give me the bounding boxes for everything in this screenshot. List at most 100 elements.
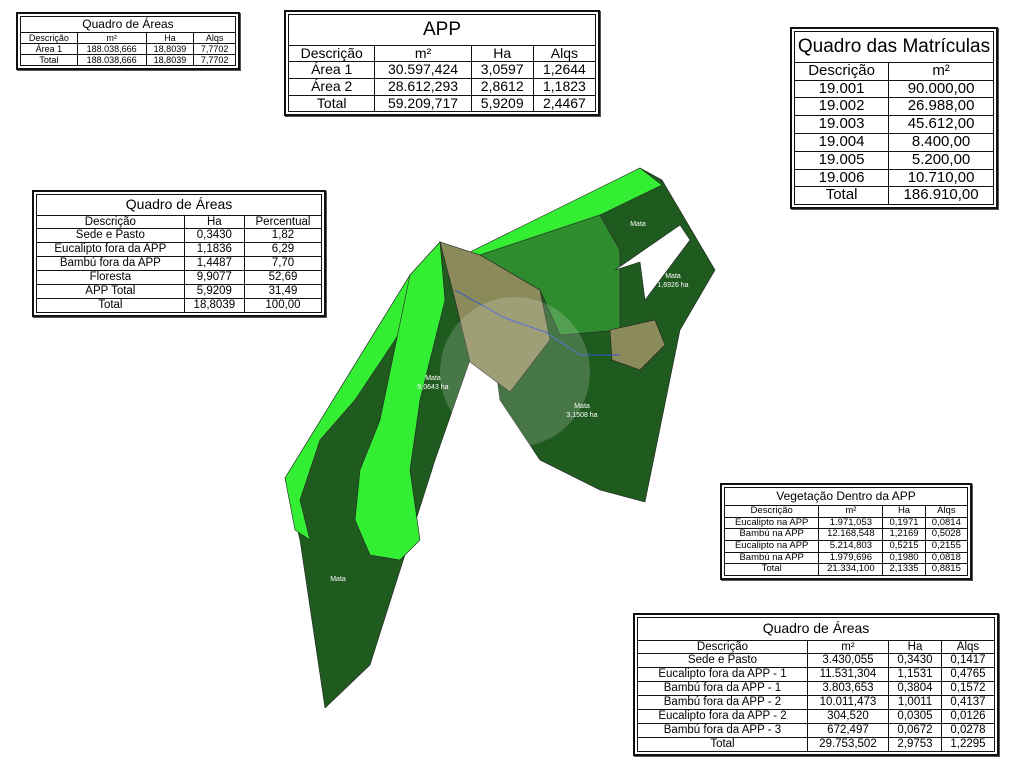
header-cell: Ha <box>882 505 926 518</box>
table-row: Total 29.753,502 2,9753 1,2295 <box>637 736 996 752</box>
header-cell: Alqs <box>924 505 969 518</box>
table-cell: 2,4467 <box>532 94 597 113</box>
map-label: Mata <box>574 403 590 410</box>
table-row: 19.006 10.710,00 <box>793 168 994 188</box>
header-cell: Ha <box>470 44 534 63</box>
table-cell: APP Total <box>36 283 185 299</box>
map-area: 5,0643 ha <box>417 384 448 391</box>
map-area: 3,1508 ha <box>566 412 597 419</box>
table-cell: 0,0126 <box>940 708 996 724</box>
table-cell: 12.168,548 <box>818 528 884 541</box>
table-row: Área 2 28.612,293 2,8612 1,1823 <box>287 78 597 96</box>
table-cell: Bambú fora da APP - 2 <box>637 695 808 710</box>
header-row: Descrição m² <box>793 61 994 81</box>
table-row: Bambú na APP 12.168,548 1,2169 0,5028 <box>723 528 969 541</box>
table-cell: 0,1572 <box>940 681 996 696</box>
header-row: Descrição m² Ha Alqs <box>723 505 969 518</box>
table-cell: 1.979,696 <box>818 551 884 565</box>
table-row: Bambú fora da APP 1,4487 7,70 <box>36 256 322 271</box>
table-cell: 188.038,666 <box>76 54 147 67</box>
table-box: APP Descrição m² Ha Alqs Área 1 30.597,424 3,05… <box>284 10 600 117</box>
table-cell: 7,7702 <box>193 54 236 67</box>
table-cell: 28.612,293 <box>374 78 472 96</box>
table-cell: 0,5028 <box>924 528 969 541</box>
table-cell: 188.038,666 <box>76 43 147 56</box>
table-cell: 0,1417 <box>940 653 996 669</box>
table-cell: Total <box>793 186 890 206</box>
table-row: 19.001 90.000,00 <box>793 79 994 99</box>
header-cell: m² <box>818 505 884 518</box>
header-cell: m² <box>374 44 472 63</box>
table-row: Área 1 30.597,424 3,0597 1,2644 <box>287 61 597 80</box>
table-cell: 18,8039 <box>183 297 246 313</box>
table-row: Bambú fora da APP - 3 672,497 0,0672 0,0278 <box>637 722 996 738</box>
table-row: Sede e Pasto 0,3430 1,82 <box>36 228 322 244</box>
table-title: Quadro de Áreas <box>36 194 322 215</box>
table-cell: Bambú fora da APP - 3 <box>637 722 808 738</box>
table-row: Bambú fora da APP - 2 10.011,473 1,0011 0,4… <box>637 695 996 710</box>
header-cell: m² <box>806 639 890 655</box>
table-cell: 5.214,803 <box>818 539 884 553</box>
table-cell: 3.803,653 <box>806 681 890 696</box>
table-cell: 9,9077 <box>183 270 246 285</box>
table-cell: 304,520 <box>806 708 890 724</box>
table-row: Total 186.910,00 <box>793 186 994 206</box>
table-cell: 3.430,055 <box>806 653 890 669</box>
table-box: Vegetação Dentro da APP Descrição m² Ha Alqs… <box>720 483 972 580</box>
table-row: Bambú na APP 1.979,696 0,1980 0,0818 <box>723 551 969 565</box>
table-cell: Bambú fora da APP - 1 <box>637 681 808 696</box>
table-cell: 7,7702 <box>193 43 236 56</box>
table-cell: 31,49 <box>244 283 322 299</box>
table-cell: Sede e Pasto <box>637 653 808 669</box>
map-label: Mata <box>330 576 346 583</box>
table-row: Total 18,8039 100,00 <box>36 297 322 313</box>
table: Descrição Ha Percentual Sede e Pasto 0,3430 1… <box>36 214 322 313</box>
table-cell: 7,70 <box>244 256 322 271</box>
table-cell: 10.710,00 <box>888 168 994 188</box>
table-cell: 19.005 <box>793 150 890 170</box>
table-cell: 19.003 <box>793 115 890 134</box>
table-cell: 0,3430 <box>183 228 246 244</box>
header-cell: Alqs <box>532 44 597 63</box>
table-row: Sede e Pasto 3.430,055 0,3430 0,1417 <box>637 653 996 669</box>
table-cell: 18,8039 <box>145 43 195 56</box>
table-cell: 52,69 <box>244 270 322 285</box>
table-cell: 0,3804 <box>888 681 942 696</box>
table: Descrição m² 19.001 90.000,00 19.002 26.988,0… <box>793 61 994 206</box>
table-cell: Eucalipto na APP <box>723 516 820 530</box>
header-cell: Ha <box>145 31 195 45</box>
table-cell: 90.000,00 <box>888 79 994 99</box>
header-cell: Ha <box>183 214 246 230</box>
table-cell: 0,0278 <box>940 722 996 738</box>
table: Descrição m² Ha Alqs Área 1 30.597,424 3,0597 1… <box>287 44 597 113</box>
table-title: Quadro de Áreas <box>637 617 995 640</box>
table-row: Total 21.334,100 2,1335 0,8815 <box>723 563 969 576</box>
table-cell: 1,82 <box>244 228 322 244</box>
stream <box>454 289 620 356</box>
table-row: 19.003 45.612,00 <box>793 115 994 134</box>
table-cell: 30.597,424 <box>374 61 472 80</box>
table-cell: Bambú fora da APP <box>36 256 185 271</box>
header-cell: Descrição <box>20 31 78 45</box>
table-row: 19.005 5.200,00 <box>793 150 994 170</box>
table-cell: 11.531,304 <box>806 667 890 683</box>
table-row: Bambú fora da APP - 1 3.803,653 0,3804 0,15… <box>637 681 996 696</box>
table-cell: 2,1335 <box>882 563 926 576</box>
table-row: Eucalipto na APP 1.971,053 0,1971 0,0814 <box>723 516 969 530</box>
table-cell: 1.971,053 <box>818 516 884 530</box>
table-row: Eucalipto na APP 5.214,803 0,5215 0,2155 <box>723 539 969 553</box>
watermark <box>440 297 590 447</box>
table-cell: Bambú na APP <box>723 528 820 541</box>
table-cell: Área 2 <box>287 78 376 96</box>
table-cell: 19.001 <box>793 79 890 99</box>
table-cell: 5.200,00 <box>888 150 994 170</box>
table-cell: Bambú na APP <box>723 551 820 565</box>
header-row: Descrição m² Ha Alqs <box>20 31 236 45</box>
table-box: Quadro de Áreas Descrição m² Ha Alqs Área 1 18… <box>16 12 240 71</box>
map-label: Mata <box>665 273 681 280</box>
table-cell: 0,0814 <box>924 516 969 530</box>
table: Descrição m² Ha Alqs Eucalipto na APP 1.971,0… <box>723 505 969 576</box>
table-row: Eucalipto fora da APP - 2 304,520 0,0305 0,… <box>637 708 996 724</box>
table-box: Quadro das Matrículas Descrição m² 19.001 90… <box>790 27 998 210</box>
table-cell: 0,5215 <box>882 539 926 553</box>
